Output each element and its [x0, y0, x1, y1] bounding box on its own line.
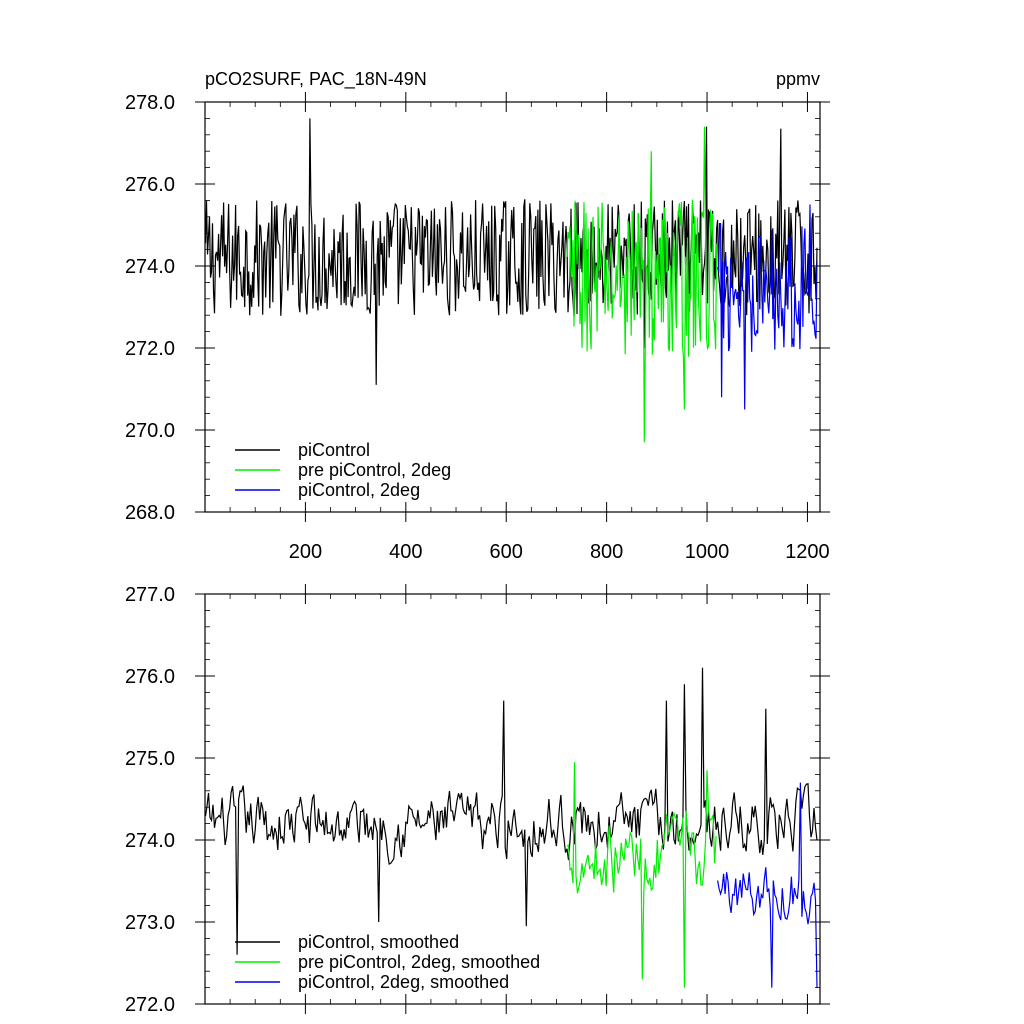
top-x-tick-labels: 200 400 600 800 1000 1200 — [289, 541, 830, 563]
bottom-y-tick-labels: 272.0 273.0 274.0 275.0 276.0 277.0 — [125, 584, 175, 1016]
y-tick-label-3: 275.0 — [125, 748, 175, 770]
y-tick-label-3: 274.0 — [125, 256, 175, 278]
x-tick-label-0: 200 — [289, 541, 322, 563]
y-tick-label-4: 276.0 — [125, 666, 175, 688]
x-tick-label-4: 1000 — [685, 541, 730, 563]
series-line-bottom-2 — [717, 782, 818, 988]
x-tick-label-1: 400 — [389, 541, 422, 563]
top-y-tick-labels: 268.0 270.0 272.0 274.0 276.0 278.0 — [125, 92, 175, 524]
bottom-plot-frame — [204, 593, 821, 1005]
legend-label-0: piControl, smoothed — [298, 932, 459, 952]
x-tick-label-3: 800 — [590, 541, 623, 563]
y-tick-label-2: 274.0 — [125, 830, 175, 852]
top-plot-frame — [204, 101, 821, 513]
x-tick-label-2: 600 — [490, 541, 523, 563]
y-tick-label-1: 270.0 — [125, 420, 175, 442]
top-title-right: ppmv — [776, 69, 820, 89]
y-tick-label-1: 273.0 — [125, 912, 175, 934]
legend-label-0: piControl — [298, 440, 370, 460]
y-tick-label-5: 277.0 — [125, 584, 175, 606]
series-line-top-0 — [204, 118, 818, 385]
y-tick-label-2: 272.0 — [125, 338, 175, 360]
bottom-plot-lines — [204, 667, 818, 988]
series-line-bottom-1 — [566, 762, 717, 988]
top-plot-lines — [204, 118, 818, 443]
y-tick-label-5: 278.0 — [125, 92, 175, 114]
bottom-ticks — [195, 584, 830, 1014]
top-panel: pCO2SURF, PAC_18N-49N ppmv 268.0 270.0 272… — [125, 69, 830, 563]
legend-label-2: piControl, 2deg — [298, 480, 420, 500]
top-ticks — [195, 92, 830, 522]
series-line-bottom-0 — [204, 667, 818, 955]
x-tick-label-5: 1200 — [785, 541, 830, 563]
y-tick-label-4: 276.0 — [125, 174, 175, 196]
legend-label-2: piControl, 2deg, smoothed — [298, 972, 509, 992]
bottom-panel: 272.0 273.0 274.0 275.0 276.0 277.0 piControl… — [125, 584, 830, 1016]
y-tick-label-0: 272.0 — [125, 994, 175, 1016]
legend-label-1: pre piControl, 2deg, smoothed — [298, 952, 540, 972]
series-line-top-2 — [717, 204, 818, 410]
legend-label-1: pre piControl, 2deg — [298, 460, 451, 480]
series-line-top-1 — [566, 126, 718, 443]
top-title-left: pCO2SURF, PAC_18N-49N — [205, 69, 427, 90]
y-tick-label-0: 268.0 — [125, 502, 175, 524]
